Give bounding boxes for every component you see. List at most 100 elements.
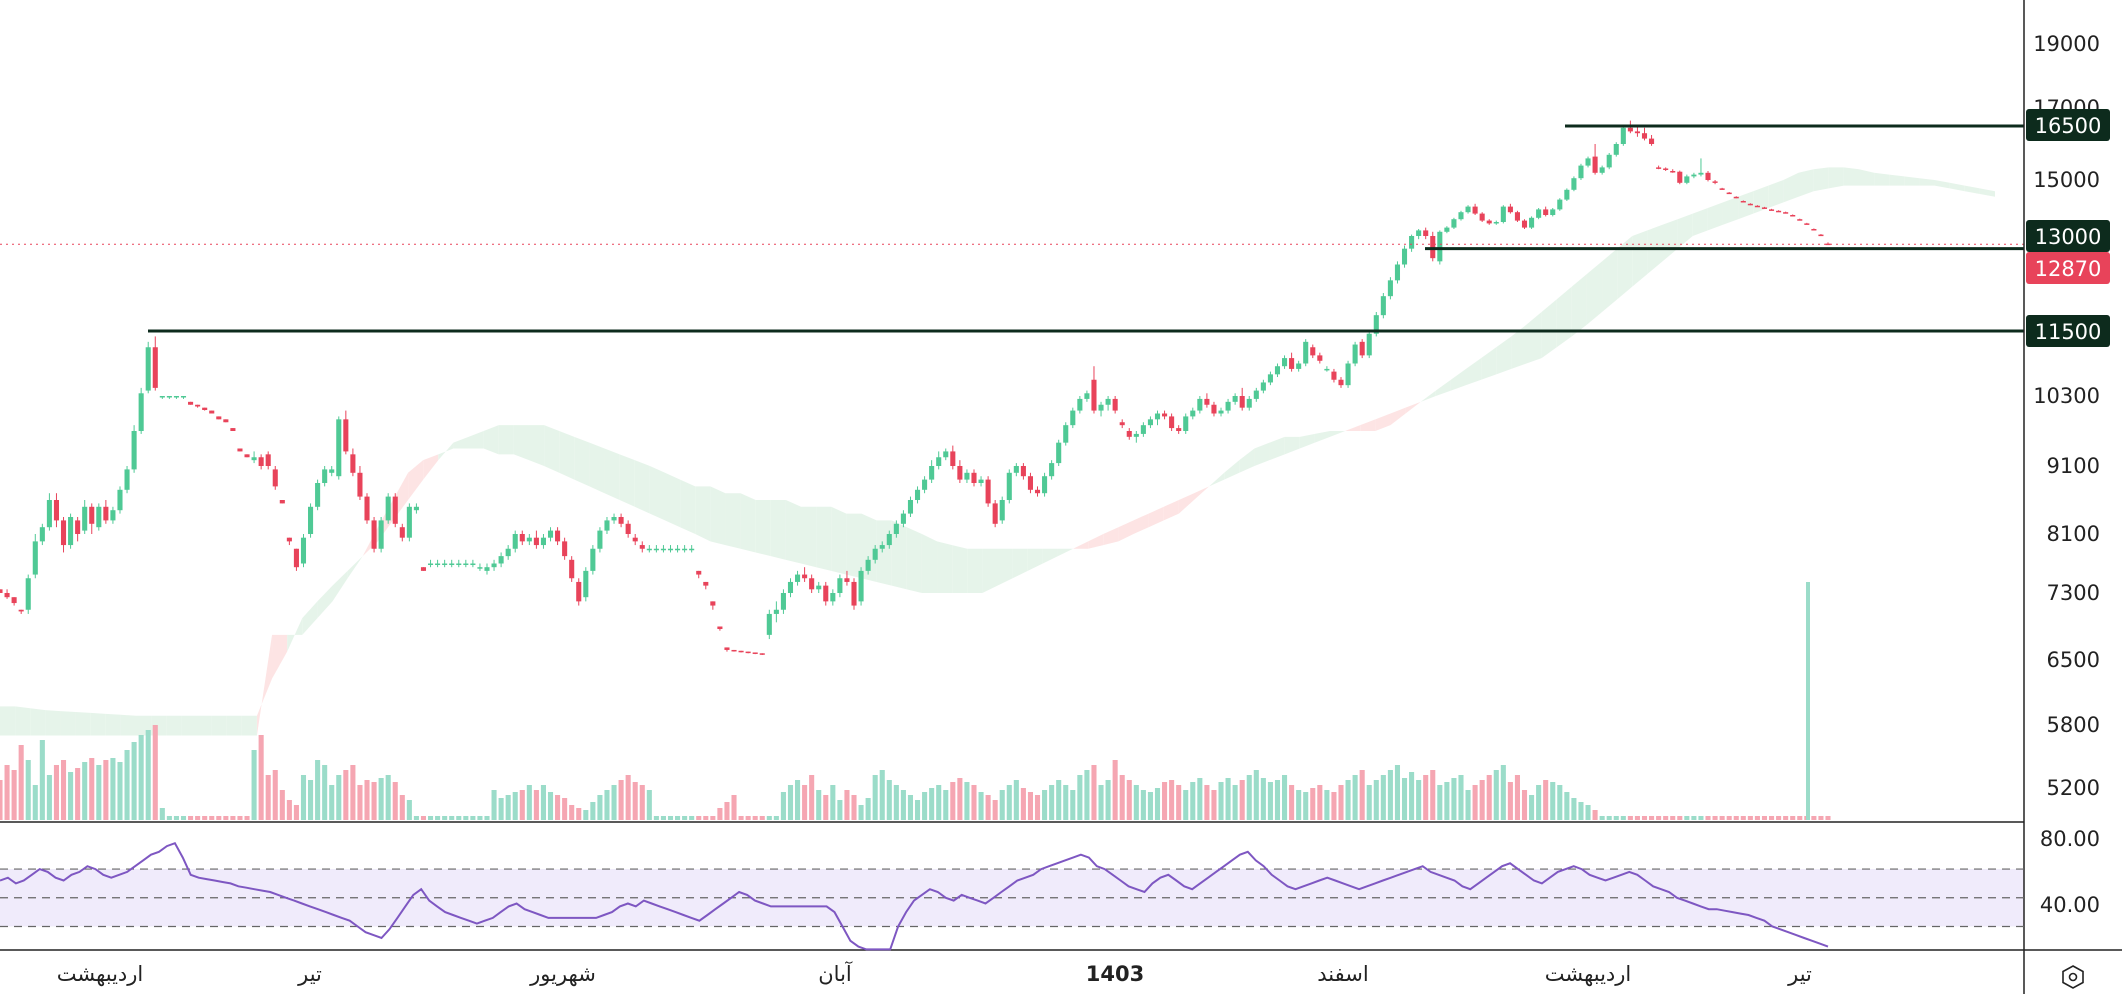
cloud-segment xyxy=(937,541,953,593)
cloud-segment xyxy=(967,548,983,593)
volume-bar xyxy=(1712,816,1718,820)
volume-bar xyxy=(1218,782,1224,820)
cloud-segment xyxy=(196,715,212,736)
volume-bar xyxy=(1698,816,1704,820)
cloud-segment xyxy=(649,466,665,521)
candle-body xyxy=(1281,358,1288,367)
current-price-label: 12870 xyxy=(2035,257,2102,281)
candle-body xyxy=(1006,472,1012,500)
volume-bar xyxy=(590,802,596,820)
volume-bar xyxy=(223,816,229,820)
candle-body xyxy=(689,548,695,551)
candle-body xyxy=(1521,220,1528,228)
candle-body xyxy=(950,451,956,466)
cloud-segment xyxy=(498,425,514,455)
volume-bar xyxy=(1783,816,1789,820)
candle-body xyxy=(1133,433,1139,437)
candle-body xyxy=(1232,396,1238,402)
volume-bar xyxy=(1479,780,1485,820)
volume-bar xyxy=(89,758,95,820)
candle-body xyxy=(1020,466,1026,477)
volume-bar xyxy=(413,816,419,820)
volume-bar xyxy=(216,816,222,820)
volume-bar xyxy=(1571,798,1577,820)
volume-bar xyxy=(660,816,666,820)
candle-body xyxy=(1317,355,1323,361)
candle-body xyxy=(406,506,412,538)
volume-bar xyxy=(1190,782,1196,820)
time-axis-label: شهریور xyxy=(529,962,596,986)
cloud-segment xyxy=(513,425,529,461)
volume-bar xyxy=(484,816,490,820)
candle-body xyxy=(435,563,441,565)
volume-bar xyxy=(1592,810,1598,820)
volume-bar xyxy=(752,816,758,820)
volume-bar xyxy=(533,790,539,820)
candle-body xyxy=(1641,133,1648,139)
volume-bar xyxy=(611,785,617,820)
volume-bar xyxy=(1140,790,1146,820)
volume-bar xyxy=(1585,805,1591,820)
candle-body xyxy=(1825,243,1831,246)
candle-body xyxy=(900,513,906,524)
candle-body xyxy=(1013,466,1019,473)
volume-bar xyxy=(1641,816,1648,820)
cloud-segment xyxy=(1632,230,1648,287)
candle-body xyxy=(590,548,596,571)
volume-bar xyxy=(555,795,561,820)
volume-bar xyxy=(25,760,31,820)
candle-body xyxy=(879,545,885,549)
volume-bar xyxy=(978,792,984,820)
candle-body xyxy=(1733,196,1739,199)
volume-bar xyxy=(745,816,751,820)
cloud-segment xyxy=(105,713,121,736)
volume-bar xyxy=(1564,792,1570,820)
volume-bar xyxy=(1084,770,1090,820)
cloud-segment xyxy=(347,556,363,579)
price-tick-label: 9100 xyxy=(2047,454,2100,478)
volume-bar xyxy=(1613,816,1619,820)
volume-bar xyxy=(1331,792,1337,820)
volume-bar xyxy=(103,760,109,820)
volume-bar xyxy=(1013,780,1019,820)
volume-bar xyxy=(18,745,24,820)
candle-body xyxy=(420,567,427,571)
candle-body xyxy=(1606,154,1612,168)
cloud-segment xyxy=(30,708,46,736)
candle-body xyxy=(1154,413,1161,420)
candle-body xyxy=(110,510,116,521)
candle-body xyxy=(357,472,363,497)
cloud-segment xyxy=(1103,527,1119,546)
volume-bar xyxy=(131,742,137,820)
candle-body xyxy=(583,570,589,598)
volume-bar xyxy=(710,816,716,820)
candle-body xyxy=(32,541,38,575)
cloud-segment xyxy=(453,436,469,449)
volume-bar xyxy=(604,790,610,820)
volume-bar xyxy=(1267,782,1273,820)
volume-bar xyxy=(964,782,970,820)
volume-bar xyxy=(46,775,52,820)
candle-body xyxy=(1162,413,1168,417)
candle-body xyxy=(1437,231,1443,262)
hexagon-settings-icon[interactable] xyxy=(2058,962,2088,992)
price-tick-label: 8100 xyxy=(2047,522,2100,546)
candle-body xyxy=(46,500,52,528)
candle-body xyxy=(1190,410,1196,417)
cloud-segment xyxy=(15,706,31,736)
volume-bar xyxy=(336,775,342,820)
cloud-segment xyxy=(120,714,137,736)
candle-body xyxy=(809,578,815,590)
cloud-segment xyxy=(317,585,333,619)
volume-bar xyxy=(675,816,681,820)
volume-bar xyxy=(1437,785,1443,820)
candle-body xyxy=(1409,236,1415,249)
candle-body xyxy=(1296,363,1302,369)
volume-bar xyxy=(1550,782,1556,820)
volume-bar xyxy=(152,725,158,820)
volume-bar xyxy=(1162,782,1168,820)
cloud-segment xyxy=(1874,172,1890,186)
volume-bar xyxy=(809,775,815,820)
